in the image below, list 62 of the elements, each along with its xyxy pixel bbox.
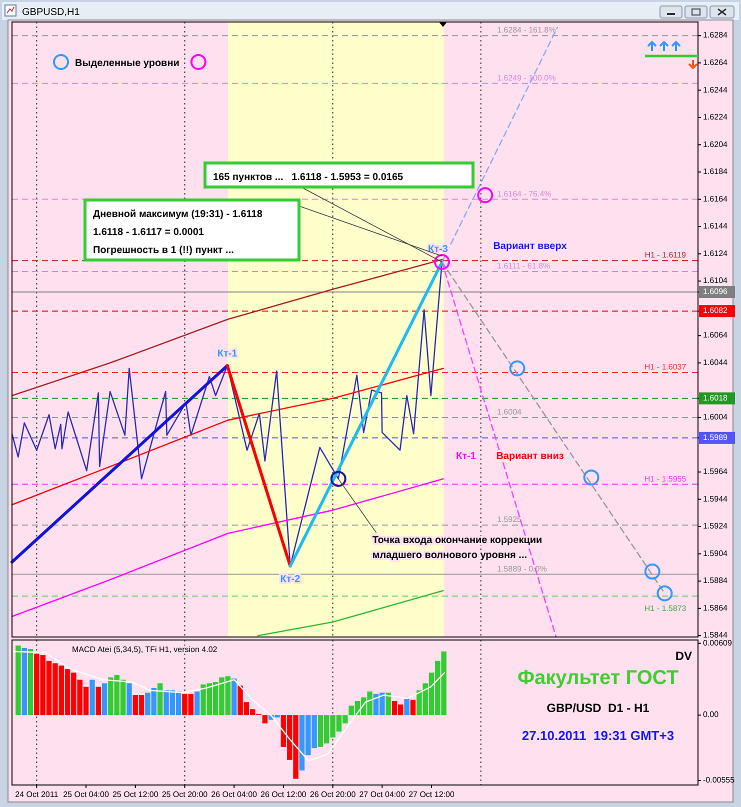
annotation: Кт-1 bbox=[456, 451, 476, 462]
annotation: H1 - 1.5955 bbox=[644, 474, 687, 484]
y-tick-label: 1.5944 bbox=[703, 494, 728, 504]
annotation: Кт-2 bbox=[280, 574, 301, 586]
ref-line-label: 1.6284 - 161.8% bbox=[497, 26, 556, 35]
annotation: Вариант вверх bbox=[493, 241, 568, 252]
x-tick-label: 25 Oct 04:00 bbox=[63, 790, 110, 799]
y-tick-label: 1.6164 bbox=[703, 194, 728, 204]
y-tick-label: 0.00 bbox=[703, 710, 720, 720]
y-tick-label: 1.5924 bbox=[703, 522, 728, 531]
ref-line-label: 1.6111 - 61.8% bbox=[497, 262, 550, 271]
x-tick-label: 27 Oct 04:00 bbox=[359, 790, 406, 799]
annotation: H1 - 1.6119 bbox=[644, 250, 686, 260]
y-tick-label: 1.6284 bbox=[703, 30, 728, 40]
y-tick-label: 1.6264 bbox=[703, 58, 728, 68]
annotation: H1 - 1.6037 bbox=[644, 362, 687, 372]
legend-label: Выделенные уровни bbox=[75, 58, 180, 69]
y-tick-label: 1.6004 bbox=[703, 412, 728, 422]
annotation: 27.10.2011 19:31 GMT+3 bbox=[522, 728, 674, 743]
annotation: 165 пунктов ... 1.6118 - 1.5953 = 0.0165 bbox=[213, 172, 404, 183]
annotation: Точка входа окончание коррекции младшего волнового уровня ... bbox=[372, 534, 542, 561]
annotation: DV bbox=[675, 649, 692, 663]
annotation: Факультет ГОСТ bbox=[517, 667, 679, 689]
y-tick-label: 1.6064 bbox=[703, 330, 728, 340]
x-tick-label: 27 Oct 12:00 bbox=[408, 790, 455, 799]
y-tick-label: 1.5864 bbox=[703, 603, 728, 612]
ref-line-label: 1.6004 bbox=[497, 407, 522, 416]
y-tick-label: 1.6204 bbox=[703, 140, 728, 149]
y-tick-label: 1.6184 bbox=[703, 167, 728, 176]
y-tick-label: 1.6144 bbox=[703, 222, 728, 231]
chart-title: GBPUSD,H1 bbox=[22, 7, 80, 18]
x-tick-label: 26 Oct 04:00 bbox=[211, 790, 258, 799]
annotation: Кт-1 bbox=[217, 348, 238, 360]
y-tick-label: -0.00555 bbox=[703, 776, 736, 785]
annotation: GBP/USD D1 - H1 bbox=[546, 701, 650, 715]
y-tick-label: 1.5884 bbox=[703, 576, 728, 586]
y-tick-label: 1.6044 bbox=[703, 358, 728, 368]
x-tick-label: 25 Oct 12:00 bbox=[112, 790, 159, 799]
y-tick-label: 1.6018 bbox=[703, 393, 728, 402]
x-tick-label: 26 Oct 20:00 bbox=[310, 790, 356, 799]
x-tick-label: 25 Oct 20:00 bbox=[162, 790, 208, 799]
y-tick-label: 0.00609 bbox=[703, 638, 732, 648]
y-tick-label: 1.6244 bbox=[703, 85, 728, 94]
y-tick-label: 1.5989 bbox=[703, 433, 728, 442]
y-tick-label: 1.6224 bbox=[703, 112, 728, 122]
y-tick-label: 1.6082 bbox=[703, 306, 728, 316]
annotation: H1 - 1.5873 bbox=[644, 604, 687, 614]
annotation: Дневной максимум (19:31) - 1.6118 1.6118 - 1.6117 = 0.0001 Погрешность в 1 (!!) пункт ... bbox=[93, 209, 263, 256]
ref-line-label: 1.5889 - 0.0% bbox=[497, 564, 547, 574]
y-tick-label: 1.6124 bbox=[703, 248, 728, 258]
y-tick-label: 1.6104 bbox=[703, 276, 728, 286]
x-tick-label: 26 Oct 12:00 bbox=[260, 790, 307, 799]
ref-line-label: 1.6164 - 76.4% bbox=[497, 189, 552, 198]
ref-line-label: 1.5925 bbox=[497, 515, 522, 524]
ref-line-label: 1.6249 - 100.0% bbox=[497, 73, 556, 82]
annotation: MACD Atei (5,34,5), TFi H1, version 4.02 bbox=[72, 645, 218, 654]
y-tick-label: 1.5844 bbox=[703, 630, 728, 640]
y-tick-label: 1.5904 bbox=[703, 548, 728, 558]
y-tick-label: 1.6096 bbox=[703, 287, 728, 296]
annotation: Кт-3 bbox=[428, 244, 448, 255]
y-tick-label: 1.5964 bbox=[703, 467, 728, 476]
x-tick-label: 24 Oct 2011 bbox=[15, 790, 59, 799]
